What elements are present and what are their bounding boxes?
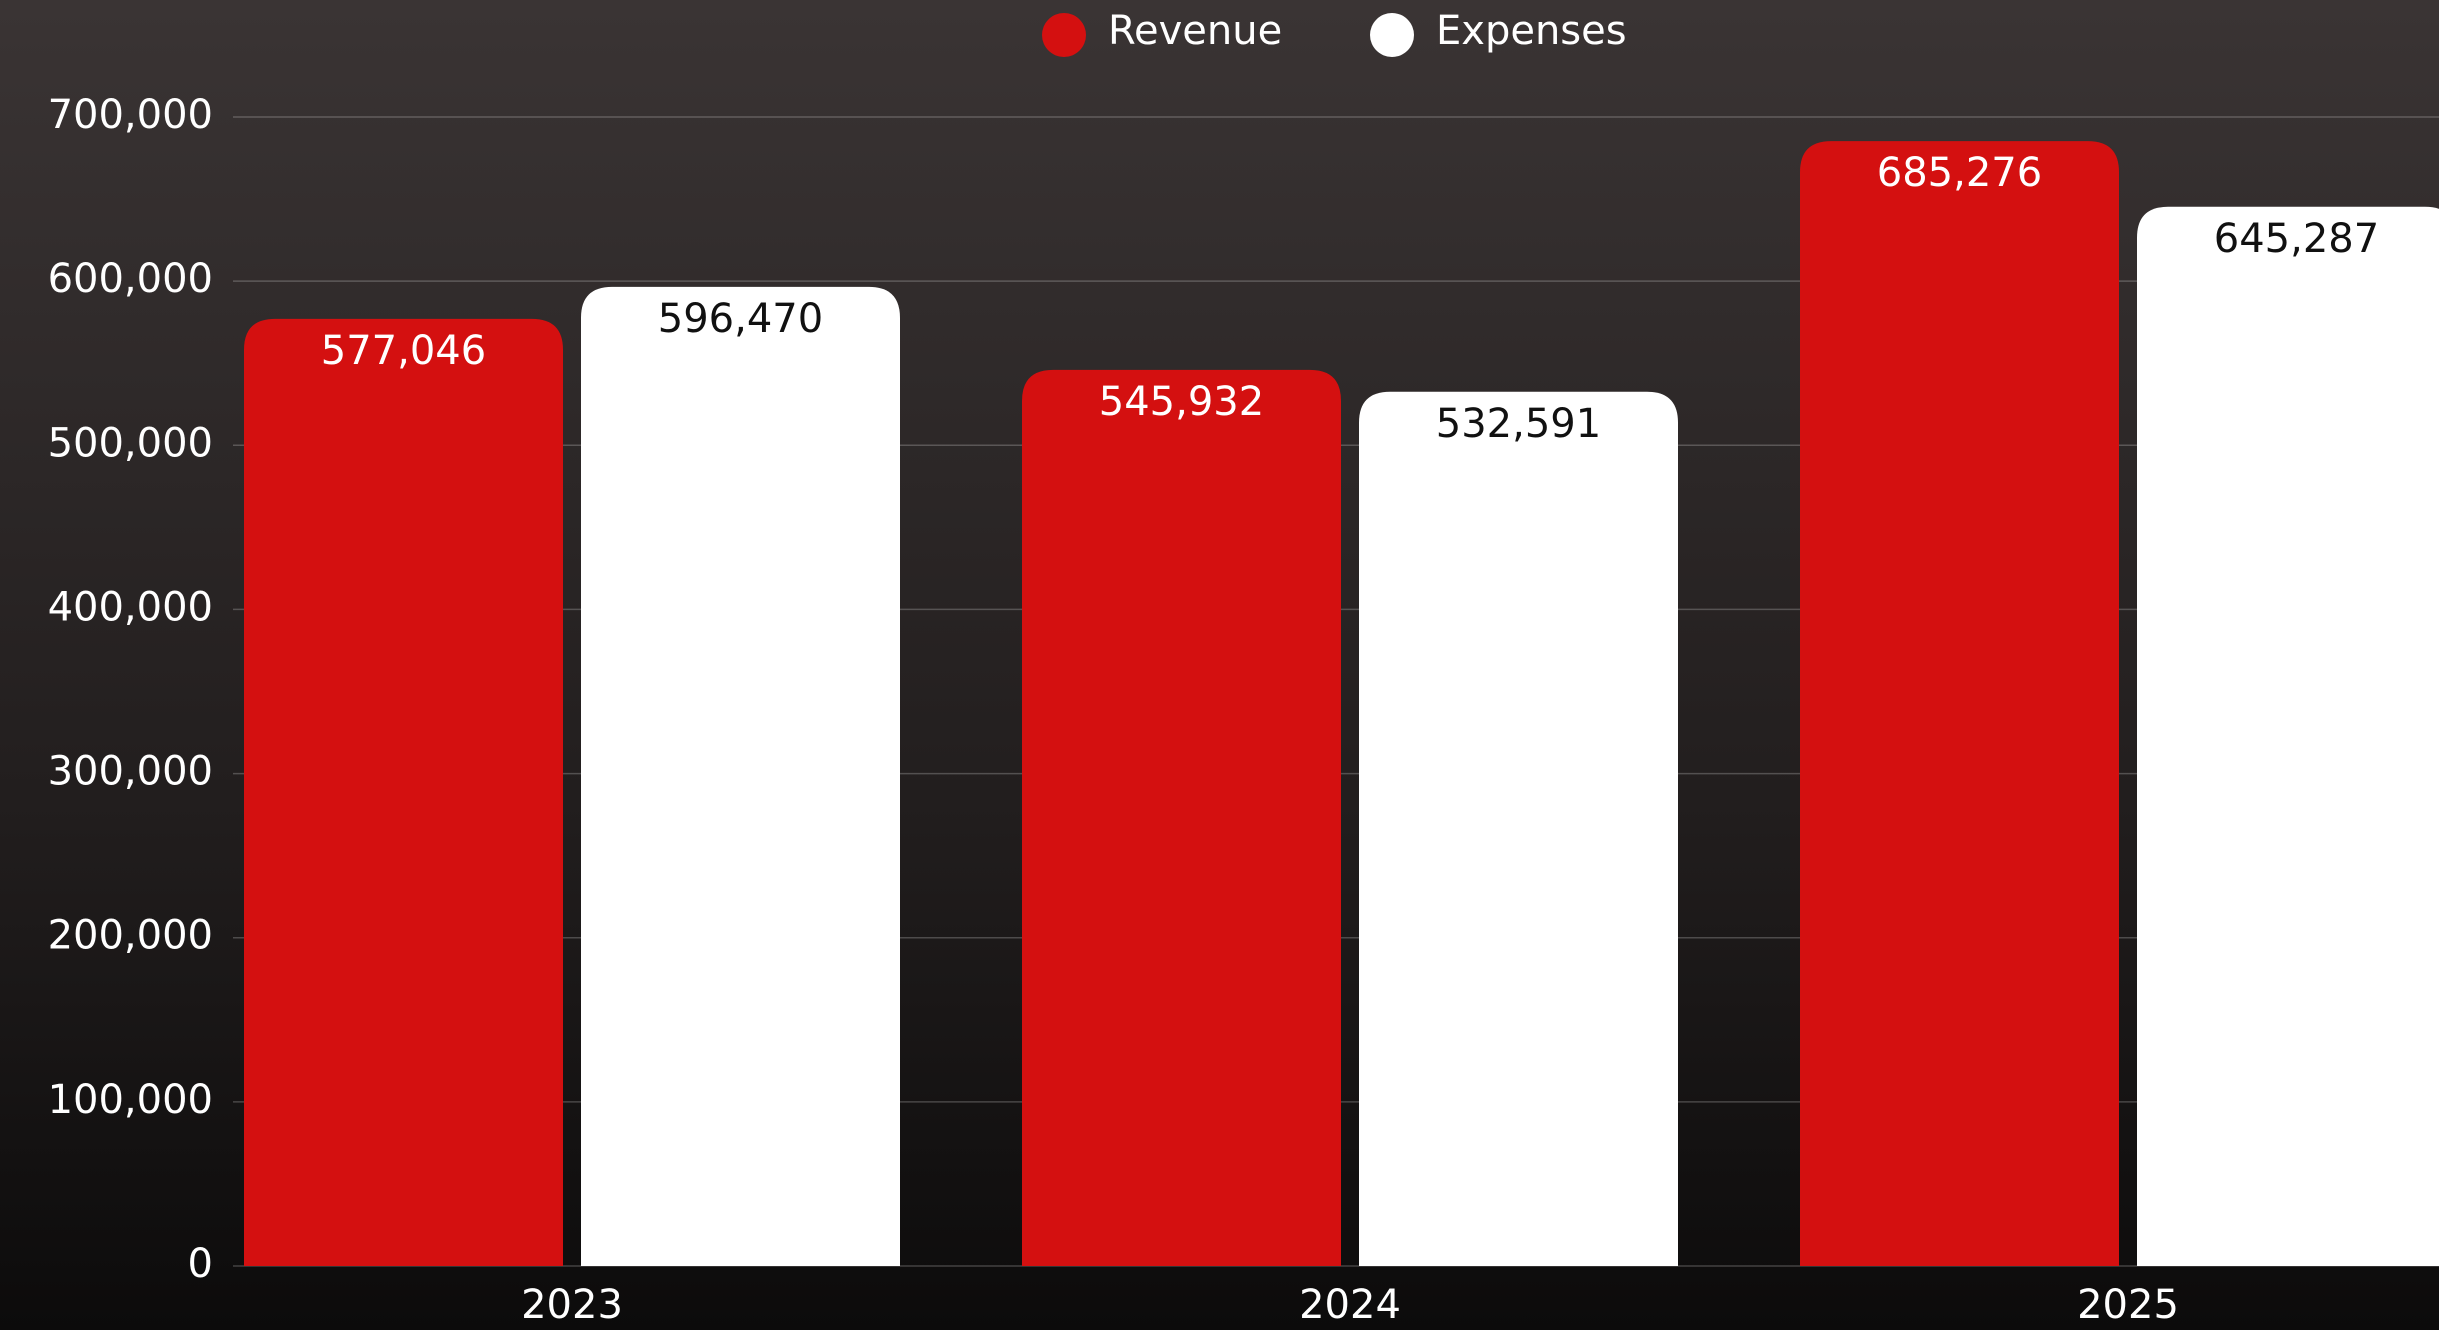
value-label: 685,276 xyxy=(1877,150,2042,196)
value-label: 532,591 xyxy=(1436,401,1601,447)
y-tick-label: 300,000 xyxy=(48,749,213,795)
bar xyxy=(1800,141,2119,1266)
value-label: 577,046 xyxy=(321,328,486,374)
bar xyxy=(1359,392,1678,1266)
y-tick-label: 100,000 xyxy=(48,1077,213,1123)
bar xyxy=(1022,370,1341,1266)
bar xyxy=(581,287,900,1266)
legend-marker xyxy=(1042,13,1086,57)
page: {"chart_data": {"type": "bar", "categori… xyxy=(0,0,2439,1330)
y-tick-label: 600,000 xyxy=(48,256,213,302)
bar xyxy=(2137,207,2439,1266)
y-tick-label: 400,000 xyxy=(48,584,213,630)
chart: 0 100,000 200,000 300,000 400,000 500,000 600,… xyxy=(0,0,2439,1330)
x-tick-label: 2023 xyxy=(521,1282,623,1328)
x-tick-label: 2025 xyxy=(2077,1282,2179,1328)
value-label: 645,287 xyxy=(2214,216,2379,262)
x-tick-label: 2024 xyxy=(1299,1282,1401,1328)
y-tick-label: 700,000 xyxy=(48,92,213,138)
legend-label: Revenue xyxy=(1108,8,1282,54)
legend-marker xyxy=(1370,13,1414,57)
value-label: 596,470 xyxy=(658,296,823,342)
y-tick-label: 200,000 xyxy=(48,913,213,959)
y-tick-label: 500,000 xyxy=(48,420,213,466)
bar xyxy=(244,319,563,1266)
value-label: 545,932 xyxy=(1099,379,1264,425)
legend-label: Expenses xyxy=(1436,8,1627,54)
y-tick-label: 0 xyxy=(188,1241,213,1287)
